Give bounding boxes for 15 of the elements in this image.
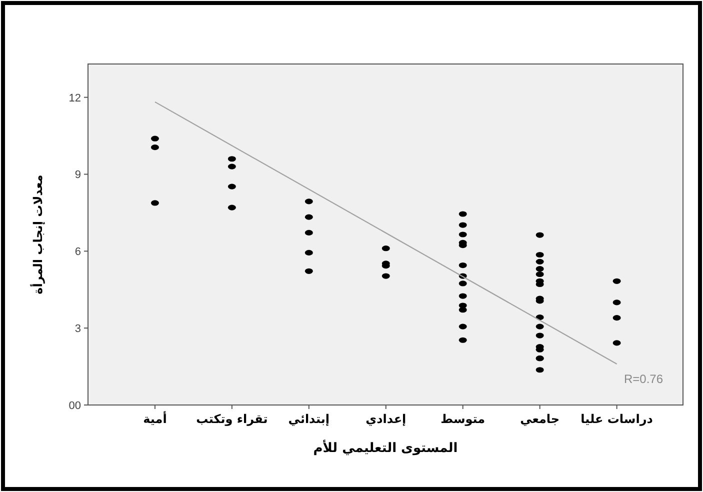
x-tick-label: متوسط [440, 412, 486, 426]
x-tick-label: إبتدائي [288, 412, 330, 426]
x-tick-label: تقراء وتكتب [196, 412, 268, 426]
x-tick-label: إعدادي [366, 412, 406, 426]
y-tick-label: 00 [68, 400, 81, 412]
y-tick-label: 9 [74, 169, 81, 182]
y-tick-label: 12 [68, 92, 81, 104]
x-axis-title: المستوى التعليمي للأم [313, 439, 458, 456]
x-tick-label: أمية [143, 411, 167, 426]
x-tick-label: جامعي [520, 412, 560, 426]
x-tick-label: دراسات عليا [580, 412, 653, 426]
y-tick-label: 3 [74, 323, 81, 336]
y-tick-label: 6 [74, 246, 81, 258]
annotation: R=0.76 [624, 372, 664, 386]
y-axis-title: معدلات إنجاب المرأة [30, 174, 45, 294]
